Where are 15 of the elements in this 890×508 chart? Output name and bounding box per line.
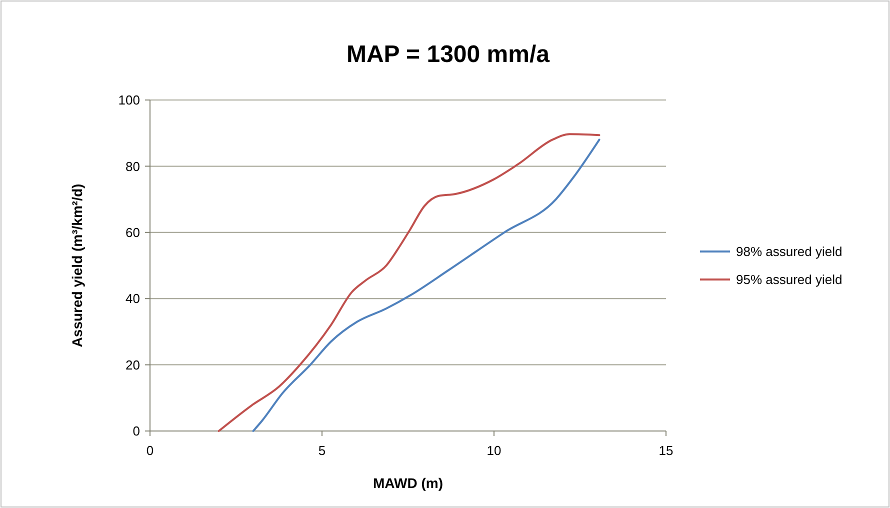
y-tick-label: 20 [126, 357, 140, 372]
chart-title: MAP = 1300 mm/a [346, 41, 550, 68]
y-tick-label: 40 [126, 291, 140, 306]
y-tick-label: 60 [126, 224, 140, 240]
y-axis-title: Assured yield (m³/km²/d) [69, 184, 85, 348]
legend-label: 95% assured yield [736, 272, 842, 288]
x-tick-label: 5 [318, 443, 326, 458]
legend-label: 98% assured yield [736, 244, 842, 260]
x-tick-label: 15 [658, 443, 674, 458]
x-tick-label: 10 [486, 443, 502, 458]
y-tick-label: 0 [132, 424, 140, 439]
x-axis-title: MAWD (m) [373, 475, 443, 491]
y-tick-label: 80 [126, 158, 140, 174]
x-tick-label: 0 [146, 443, 154, 458]
y-tick-label: 100 [118, 92, 140, 108]
